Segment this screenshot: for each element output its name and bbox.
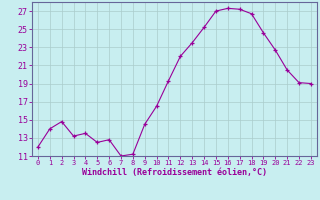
X-axis label: Windchill (Refroidissement éolien,°C): Windchill (Refroidissement éolien,°C): [82, 168, 267, 177]
